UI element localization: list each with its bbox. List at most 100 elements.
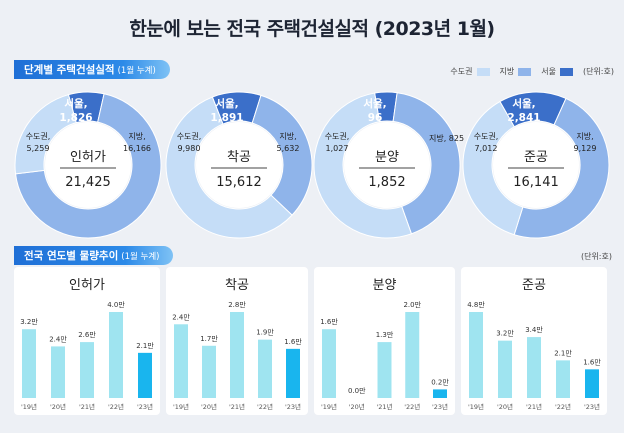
bar-panel-title: 인허가 — [69, 278, 105, 293]
bar-1 — [202, 345, 216, 398]
bar-2 — [230, 312, 244, 398]
bar-4 — [585, 369, 599, 398]
bar-data-label-2: 3.4만 — [525, 325, 543, 334]
donut-label-local-line-1: 9,129 — [574, 144, 597, 153]
donut-center-total: 15,612 — [216, 175, 262, 190]
bar-tick-label-2: '21년 — [229, 402, 245, 411]
donut-hole — [344, 122, 430, 208]
bar-tick-label-0: '19년 — [321, 402, 337, 411]
donut-center-name: 분양 — [375, 150, 399, 165]
donut-center-total: 16,141 — [513, 175, 559, 190]
donut-slice-capital — [313, 92, 413, 239]
donut-slice-capital — [14, 94, 77, 175]
bar-tick-label-2: '21년 — [526, 402, 542, 411]
bar-tick-label-4: '23년 — [584, 402, 600, 411]
legend-label-capital: 수도권 — [450, 67, 473, 76]
donut-hole — [196, 122, 282, 208]
legend-swatch-capital — [476, 67, 490, 76]
donut-slice-local — [14, 93, 162, 239]
unit-label-trend: (단위:호) — [580, 252, 612, 261]
bar-data-label-0: 4.8만 — [467, 300, 485, 309]
bar-tick-label-1: '20년 — [50, 402, 66, 411]
section-header-trend-sub: (1월 누계) — [121, 252, 160, 262]
legend-swatch-local — [518, 67, 532, 76]
unit-label-stage: (단위:호) — [582, 67, 614, 76]
section-header-stage: 단계별 주택건설실적 (1월 누계) — [14, 60, 170, 79]
legend-swatch-seoul — [559, 67, 573, 76]
bar-4 — [138, 352, 152, 398]
donut-label-seoul-line-1: 1,826 — [59, 112, 92, 124]
bar-data-label-0: 2.4만 — [172, 312, 190, 321]
bar-tick-label-1: '20년 — [497, 402, 513, 411]
donut-hole — [45, 122, 131, 208]
bar-data-label-4: 1.6만 — [284, 337, 302, 346]
bar-data-label-1: 3.2만 — [496, 329, 514, 338]
bar-tick-label-3: '22년 — [108, 402, 124, 411]
donut-label-capital-line-1: 7,012 — [475, 144, 498, 153]
donut-center-name: 착공 — [227, 150, 251, 165]
bar-tick-label-3: '22년 — [257, 402, 273, 411]
bar-tick-label-2: '21년 — [376, 402, 392, 411]
bar-2 — [527, 337, 541, 398]
bar-panel-title: 준공 — [522, 278, 546, 293]
bar-data-label-0: 3.2만 — [20, 317, 38, 326]
legend-label-local: 지방 — [499, 67, 515, 76]
bar-2 — [377, 342, 392, 398]
donut-label-seoul-line-0: 서울, — [512, 97, 535, 110]
donut-slice-capital — [462, 100, 524, 236]
bar-data-label-3: 2.0만 — [403, 300, 421, 309]
bar-data-label-1: 1.7만 — [200, 334, 218, 343]
donut-slice-local — [513, 97, 610, 239]
donut-label-capital-line-1: 5,259 — [27, 144, 50, 153]
page-title: 한눈에 보는 전국 주택건설실적 (2023년 1월) — [129, 18, 495, 40]
bar-0 — [322, 329, 336, 398]
donut-label-seoul-line-1: 2,841 — [507, 112, 540, 124]
donut-label-capital-line-1: 1,027 — [326, 144, 349, 153]
section-header-stage-label: 단계별 주택건설실적 — [24, 64, 115, 76]
bar-panel-title: 착공 — [225, 278, 249, 293]
bar-data-label-3: 4.0만 — [107, 300, 125, 309]
donut-center-name: 인허가 — [70, 150, 106, 165]
donut-label-seoul-line-0: 서울, — [215, 97, 238, 110]
bar-data-label-2: 1.3만 — [376, 330, 394, 339]
donut-center-total: 21,425 — [65, 175, 111, 190]
bar-1 — [51, 346, 65, 398]
bar-1 — [498, 340, 512, 398]
donut-label-local-line-0: 지방, — [128, 131, 145, 141]
donut-label-local: 지방, 825 — [429, 133, 464, 143]
donut-label-seoul-line-0: 서울, — [363, 97, 386, 110]
bar-data-label-3: 1.9만 — [256, 328, 274, 337]
bar-tick-label-4: '23년 — [432, 402, 448, 411]
bar-tick-label-4: '23년 — [285, 402, 301, 411]
bar-tick-label-0: '19년 — [468, 402, 484, 411]
donut-label-capital-line-0: 수도권, — [26, 131, 51, 141]
bar-3 — [556, 360, 570, 398]
donut-label-local-line-0: 지방, — [576, 131, 593, 141]
bar-panel-title: 분양 — [373, 278, 397, 293]
section-header-stage-sub: (1월 누계) — [117, 66, 156, 76]
bar-data-label-0: 1.6만 — [320, 317, 338, 326]
donut-label-local-line-0: 지방, — [279, 131, 296, 141]
bar-4 — [286, 348, 300, 398]
bar-data-label-1: 0.0만 — [348, 386, 366, 395]
legend: 수도권 지방 서울 (단위:호) — [450, 66, 614, 77]
bar-tick-label-0: '19년 — [21, 402, 37, 411]
bar-3 — [405, 312, 420, 398]
bar-tick-label-1: '20년 — [349, 402, 365, 411]
bar-tick-label-3: '22년 — [555, 402, 571, 411]
bar-tick-label-2: '21년 — [79, 402, 95, 411]
donut-label-seoul-line-0: 서울, — [64, 97, 87, 110]
bar-tick-label-3: '22년 — [404, 402, 420, 411]
donut-center-total: 1,852 — [368, 175, 405, 190]
donut-label-seoul-line-1: 96 — [368, 112, 383, 124]
bar-3 — [109, 312, 123, 398]
bar-data-label-3: 2.1만 — [554, 348, 572, 357]
donut-slice-local — [392, 92, 461, 235]
bar-0 — [22, 329, 36, 398]
bar-3 — [258, 339, 272, 398]
bar-data-label-2: 2.8만 — [228, 300, 246, 309]
donut-center-name: 준공 — [524, 150, 548, 165]
bar-data-label-4: 2.1만 — [136, 341, 154, 350]
bar-4 — [433, 389, 447, 398]
legend-label-seoul: 서울 — [541, 67, 556, 76]
